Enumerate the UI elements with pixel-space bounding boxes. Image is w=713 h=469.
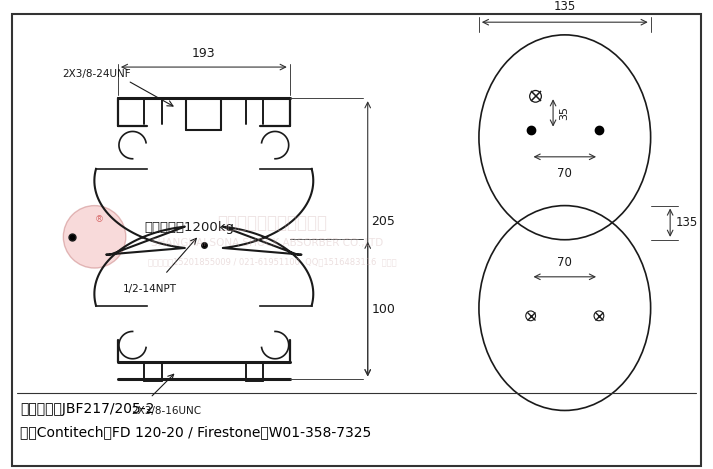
Text: 最大承载：1200kg: 最大承载：1200kg bbox=[144, 221, 234, 234]
Text: ®: ® bbox=[95, 215, 104, 224]
Text: 2X3/8-16UNC: 2X3/8-16UNC bbox=[132, 406, 202, 416]
Text: 联系方式：15201855009 / 021-61951100  QQ：1516483116  微信：: 联系方式：15201855009 / 021-61951100 QQ：15164… bbox=[148, 257, 396, 267]
Text: 135: 135 bbox=[554, 0, 576, 14]
Text: 70: 70 bbox=[558, 256, 573, 269]
Text: 产品型号：JBF217/205-2: 产品型号：JBF217/205-2 bbox=[21, 401, 155, 416]
Text: 193: 193 bbox=[192, 47, 215, 60]
Text: 135: 135 bbox=[676, 216, 698, 229]
Text: 上海松原减震器有限公司: 上海松原减震器有限公司 bbox=[217, 214, 327, 232]
Text: 35: 35 bbox=[559, 106, 569, 120]
Circle shape bbox=[63, 205, 125, 268]
Text: 70: 70 bbox=[558, 166, 573, 180]
Text: 对应Contitech：FD 120-20 / Firestone：W01-358-7325: 对应Contitech：FD 120-20 / Firestone：W01-35… bbox=[21, 425, 371, 439]
Text: 1/2-14NPT: 1/2-14NPT bbox=[123, 284, 177, 294]
Text: 2X3/8-24UNF: 2X3/8-24UNF bbox=[62, 69, 130, 79]
Text: 205: 205 bbox=[371, 215, 396, 228]
Text: SHANGHAI SONA SHOCK ABSORBER CO.,LTD: SHANGHAI SONA SHOCK ABSORBER CO.,LTD bbox=[151, 238, 384, 248]
Text: 100: 100 bbox=[371, 303, 396, 316]
